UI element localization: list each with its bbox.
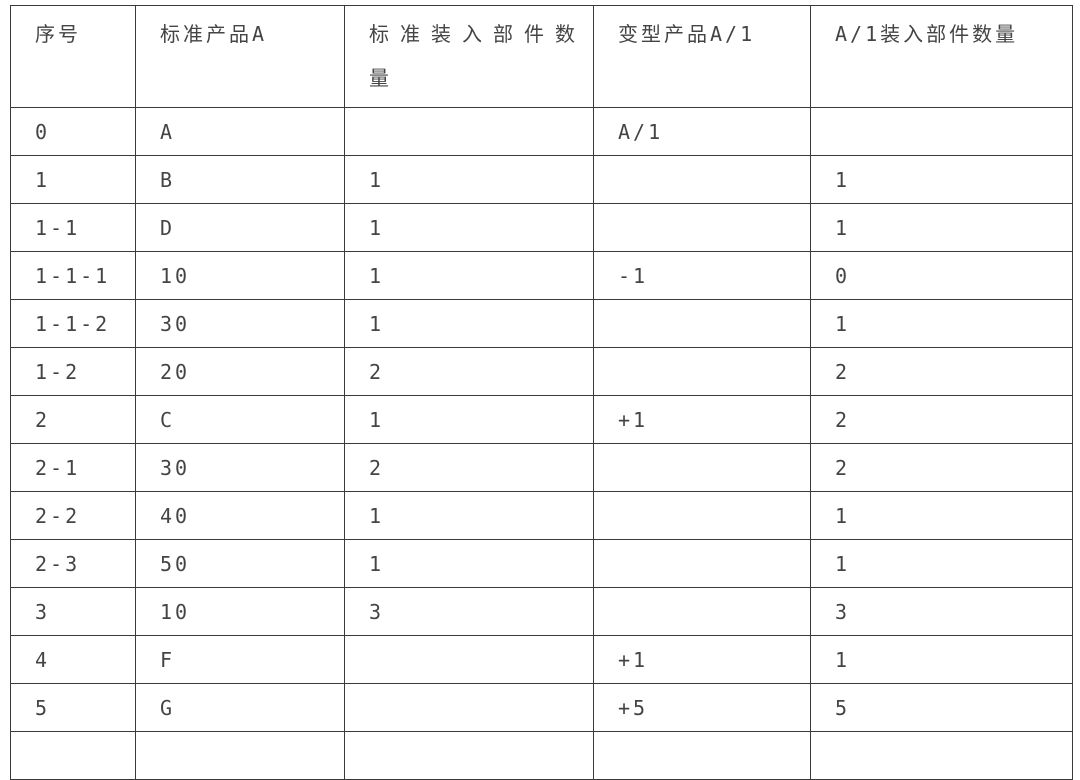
table-cell: 1-2 — [10, 347, 136, 396]
table-cell: 1 — [810, 155, 1073, 204]
table-row: 1-2 20 2 2 — [10, 347, 1073, 396]
table-cell: 30 — [135, 299, 345, 348]
table-cell: 1 — [810, 203, 1073, 252]
table-cell: 2-1 — [10, 443, 136, 492]
table-cell: 1 — [810, 491, 1073, 540]
table-cell: 1 — [344, 539, 594, 588]
table-cell: 3 — [344, 587, 594, 636]
table-cell — [593, 203, 811, 252]
table-cell — [344, 107, 594, 156]
header-cell: 标准装入部件数量 — [344, 5, 594, 108]
table-cell: 2-3 — [10, 539, 136, 588]
header-cell: A/1装入部件数量 — [810, 5, 1073, 108]
table-cell: +1 — [593, 635, 811, 684]
table-cell: F — [135, 635, 345, 684]
table-cell: 5 — [10, 683, 136, 732]
table-cell: 2 — [344, 347, 594, 396]
table-cell — [593, 491, 811, 540]
table-cell: 2 — [344, 443, 594, 492]
table-cell: D — [135, 203, 345, 252]
table-cell: 5 — [810, 683, 1073, 732]
table-row: 5 G +5 5 — [10, 683, 1073, 732]
table-cell: 2 — [810, 347, 1073, 396]
table-cell: 2 — [810, 443, 1073, 492]
table-row: 0 A A/1 — [10, 107, 1073, 156]
table-cell: 40 — [135, 491, 345, 540]
table-row: 3 10 3 3 — [10, 587, 1073, 636]
table-cell — [344, 731, 594, 780]
table-cell: 1 — [344, 251, 594, 300]
table-cell — [593, 155, 811, 204]
table-row: 1-1-2 30 1 1 — [10, 299, 1073, 348]
table-cell — [344, 683, 594, 732]
table-cell: 2-2 — [10, 491, 136, 540]
table-cell: 1 — [810, 635, 1073, 684]
table-cell — [344, 635, 594, 684]
table-cell — [10, 731, 136, 780]
table-cell: 3 — [10, 587, 136, 636]
table-cell: 50 — [135, 539, 345, 588]
table-cell: 1 — [10, 155, 136, 204]
table-row: 1-1-1 10 1 -1 0 — [10, 251, 1073, 300]
table-row: 4 F +1 1 — [10, 635, 1073, 684]
table-cell — [593, 443, 811, 492]
table-cell: 1 — [344, 155, 594, 204]
table-cell: 1-1 — [10, 203, 136, 252]
table-row: 1-1 D 1 1 — [10, 203, 1073, 252]
table-cell: 1 — [344, 203, 594, 252]
table-row: 2-3 50 1 1 — [10, 539, 1073, 588]
table-cell: 2 — [10, 395, 136, 444]
header-cell: 标准产品A — [135, 5, 345, 108]
table-cell: B — [135, 155, 345, 204]
table-cell: C — [135, 395, 345, 444]
table-cell: 1-1-2 — [10, 299, 136, 348]
table-cell: 1 — [344, 491, 594, 540]
header-row: 序号 标准产品A 标准装入部件数量 变型产品A/1 A/1装入部件数量 — [10, 5, 1073, 108]
table-cell: 3 — [810, 587, 1073, 636]
table-cell: 1 — [344, 299, 594, 348]
header-cell: 变型产品A/1 — [593, 5, 811, 108]
table-cell: 10 — [135, 587, 345, 636]
table-cell: 30 — [135, 443, 345, 492]
table-cell: 20 — [135, 347, 345, 396]
table-cell: 1-1-1 — [10, 251, 136, 300]
table-cell: +5 — [593, 683, 811, 732]
header-cell: 序号 — [10, 5, 136, 108]
table-cell — [593, 587, 811, 636]
table-cell: 1 — [810, 299, 1073, 348]
table-cell — [593, 347, 811, 396]
table-cell: A — [135, 107, 345, 156]
table-cell: 2 — [810, 395, 1073, 444]
table-cell: 0 — [810, 251, 1073, 300]
table-cell: -1 — [593, 251, 811, 300]
table-cell: A/1 — [593, 107, 811, 156]
table-cell: 1 — [344, 395, 594, 444]
table-row — [10, 731, 1073, 780]
table-cell: 1 — [810, 539, 1073, 588]
table-cell: +1 — [593, 395, 811, 444]
table-row: 2-1 30 2 2 — [10, 443, 1073, 492]
table-row: 2-2 40 1 1 — [10, 491, 1073, 540]
table-cell — [135, 731, 345, 780]
table-cell: 0 — [10, 107, 136, 156]
table-cell — [593, 299, 811, 348]
bom-table: 序号 标准产品A 标准装入部件数量 变型产品A/1 A/1装入部件数量 0 A A/1 1 B 1… — [10, 5, 1073, 780]
table-cell: 4 — [10, 635, 136, 684]
table-cell — [810, 107, 1073, 156]
table-cell — [810, 731, 1073, 780]
table-cell: G — [135, 683, 345, 732]
table-body: 0 A A/1 1 B 1 1 1-1 D 1 1 1-1-1 10 1 -1 0 1-1-2 30 1 1 1-2 20… — [10, 107, 1073, 780]
table-cell — [593, 539, 811, 588]
table-cell — [593, 731, 811, 780]
table-row: 2 C 1 +1 2 — [10, 395, 1073, 444]
table-cell: 10 — [135, 251, 345, 300]
